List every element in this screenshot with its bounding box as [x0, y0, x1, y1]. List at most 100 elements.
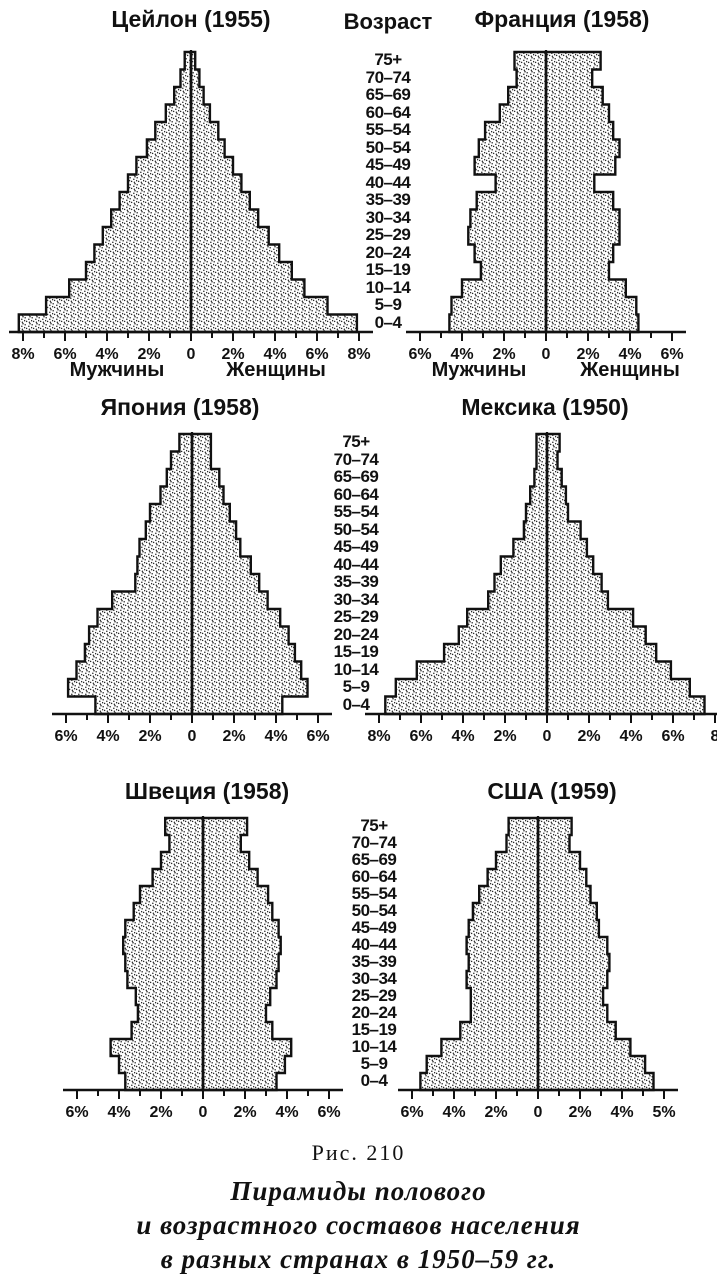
- axis-tick-label: 6%: [409, 728, 432, 745]
- pyramid-chart-mexico: 8% 6% 4% 2% 0 2% 4% 6% 8: [359, 432, 717, 748]
- age-group-label: 55–54: [365, 120, 411, 139]
- age-group-label: 25–29: [333, 607, 379, 626]
- age-group-label: 0–4: [342, 694, 370, 714]
- axis-tick-label: 5%: [652, 1104, 675, 1121]
- age-group-label: 50–54: [351, 901, 397, 920]
- age-group-label: 30–34: [333, 589, 379, 609]
- age-group-label: 20–24: [351, 1003, 397, 1022]
- age-axis-title: Возраст: [343, 9, 433, 34]
- axis-tick-label: 2%: [222, 728, 245, 745]
- pyramid-svg: 6% 4% 2% 0 2% 4% 5%: [398, 816, 678, 1121]
- male-axis-label-ceylon: Мужчины: [69, 359, 165, 381]
- axis-tick-label: 0: [534, 1104, 543, 1121]
- axis-tick-label: 8: [711, 728, 717, 745]
- male-bars: [384, 432, 549, 716]
- age-group-label: 45–49: [333, 537, 379, 556]
- age-group-label: 0–4: [374, 312, 402, 332]
- age-group-label: 70–74: [351, 833, 397, 852]
- age-group-label: 5–9: [374, 295, 402, 314]
- axis-tick-label: 4%: [96, 728, 119, 745]
- age-group-label: 15–19: [333, 642, 379, 661]
- male-axis-label-france: Мужчины: [431, 359, 527, 381]
- female-axis-label-france: Женщины: [580, 359, 680, 381]
- age-group-label: 10–14: [365, 277, 411, 297]
- age-group-label: 75+: [342, 432, 370, 451]
- age-group-label: 25–29: [351, 986, 397, 1005]
- axis-tick-label: 2%: [233, 1104, 256, 1121]
- axis-tick-label: 2%: [568, 1104, 591, 1121]
- axis-tick-label: 6%: [660, 346, 683, 363]
- chart-title-france: Франция (1958): [474, 6, 650, 32]
- age-group-label: 55–54: [351, 884, 397, 903]
- age-group-label: 5–9: [342, 677, 370, 696]
- axis-tick-label: 2%: [138, 728, 161, 745]
- pyramid-svg: 6% 4% 2% 0 2% 4% 6%: [63, 816, 343, 1121]
- axis-tick-label: 8%: [11, 346, 34, 363]
- male-bars: [448, 50, 548, 334]
- axis-tick-label: 6%: [53, 346, 76, 363]
- axis-tick-label: 4%: [618, 346, 641, 363]
- age-group-label: 50–54: [333, 519, 379, 539]
- female-bars: [545, 432, 706, 716]
- pyramid-svg: 8% 6% 4% 2% 0 2% 4% 6% 8: [365, 432, 717, 745]
- axis-tick-label: 4%: [275, 1104, 298, 1121]
- female-bars: [536, 816, 655, 1092]
- pyramid-svg: 6% 4% 2% 0 2% 4% 6%: [406, 50, 686, 363]
- figure-caption-line-3: в разных странах в 1950–59 гг.: [160, 1244, 557, 1274]
- age-group-label: 10–14: [351, 1037, 397, 1056]
- axis-tick-label: 2%: [493, 728, 516, 745]
- age-group-label: 65–69: [351, 850, 397, 869]
- axis-tick-label: 4%: [107, 1104, 130, 1121]
- figure-number: Рис. 210: [311, 1140, 406, 1165]
- age-group-label: 65–69: [365, 85, 411, 104]
- age-group-label: 40–44: [351, 935, 397, 954]
- axis-tick-label: 0: [188, 728, 197, 745]
- age-group-label: 65–69: [333, 467, 379, 486]
- axis-tick-label: 0: [542, 346, 551, 363]
- pyramid-svg: 6% 4% 2% 0 2% 4% 6%: [52, 432, 332, 745]
- chart-title-mexico: Мексика (1950): [461, 394, 629, 420]
- axis-tick-label: 0: [187, 346, 196, 363]
- axis-tick-label: 4%: [442, 1104, 465, 1121]
- age-group-label: 15–19: [351, 1020, 397, 1039]
- axis-tick-label: 2%: [577, 728, 600, 745]
- age-group-label: 25–29: [365, 225, 411, 244]
- age-group-label: 30–34: [351, 969, 397, 988]
- pyramid-chart-france: 6% 4% 2% 0 2% 4% 6%: [400, 50, 692, 366]
- female-bars: [190, 432, 309, 716]
- axis-tick-label: 6%: [65, 1104, 88, 1121]
- age-group-label: 35–39: [333, 572, 379, 591]
- axis-tick-label: 6%: [54, 728, 77, 745]
- age-axis-labels-row3: 75+ 70–74 65–69 60–64 55–54 50–54 45–49 40–44 35…: [314, 817, 434, 1089]
- age-group-label: 75+: [374, 50, 402, 69]
- axis-tick-label: 4%: [263, 346, 286, 363]
- axis-tick-label: 4%: [451, 728, 474, 745]
- axis-tick-label: 6%: [317, 1104, 340, 1121]
- axis-tick-label: 2%: [484, 1104, 507, 1121]
- age-group-label: 5–9: [360, 1054, 388, 1073]
- female-bars: [544, 50, 640, 334]
- male-bars: [66, 432, 194, 716]
- axis-tick-label: 4%: [619, 728, 642, 745]
- axis-tick-label: 6%: [400, 1104, 423, 1121]
- axis-tick-label: 6%: [408, 346, 431, 363]
- age-group-label: 0–4: [360, 1071, 388, 1090]
- chart-title-usa: США (1959): [487, 778, 617, 804]
- axis-tick-label: 0: [543, 728, 552, 745]
- axis-tick-label: 4%: [610, 1104, 633, 1121]
- figure-caption: Пирамиды полового и возрастного составов…: [0, 1174, 717, 1276]
- age-group-label: 70–74: [365, 67, 411, 87]
- axis-tick-label: 2%: [221, 346, 244, 363]
- axis-tick-label: 8%: [347, 346, 370, 363]
- age-group-label: 50–54: [365, 137, 411, 157]
- pyramid-svg: 8% 6% 4% 2% 0 2% 4% 6% 8%: [9, 50, 373, 363]
- axis-tick-label: 4%: [450, 346, 473, 363]
- pyramid-chart-sweden: 6% 4% 2% 0 2% 4% 6%: [57, 816, 349, 1124]
- female-axis-label-ceylon: Женщины: [226, 359, 326, 381]
- axis-tick-label: 6%: [306, 728, 329, 745]
- chart-title-ceylon: Цейлон (1955): [111, 6, 271, 32]
- male-bars: [109, 816, 205, 1092]
- axis-tick-label: 4%: [95, 346, 118, 363]
- chart-title-sweden: Швеция (1958): [124, 778, 290, 804]
